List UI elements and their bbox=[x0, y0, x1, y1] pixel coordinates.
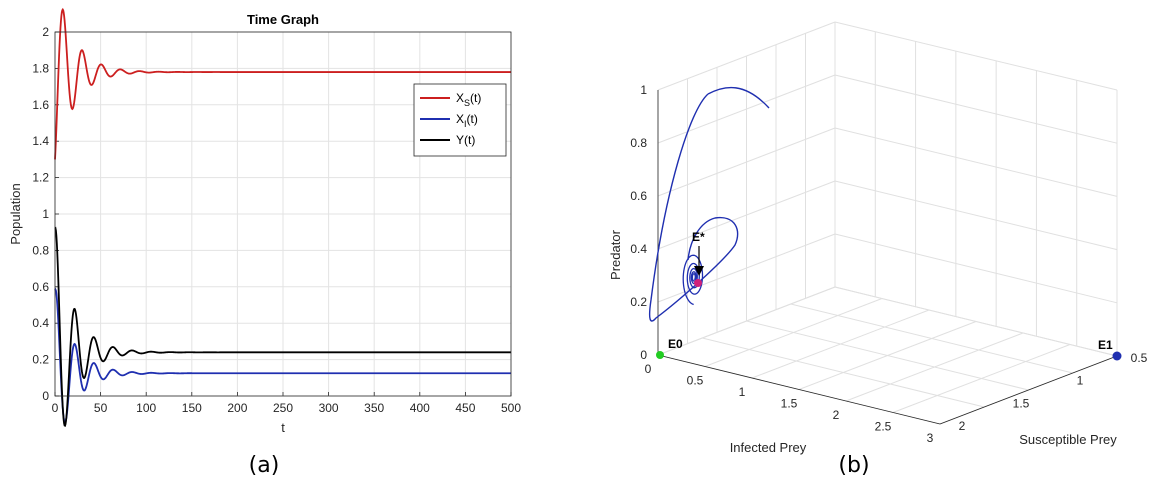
y-tick-label: 1.8 bbox=[32, 61, 49, 75]
x-tick-label: 200 bbox=[227, 401, 247, 415]
legend: XS(t)XI(t)Y(t) bbox=[413, 83, 507, 157]
phase-portrait-panel: 0 0.2 0.4 0.6 0.8 1 0 0.5 1 1.5 2 2.5 3 0.5 1 1.5 2 Pred… bbox=[608, 21, 1148, 478]
x-tick-label-3d: 0 bbox=[645, 362, 652, 376]
legend-label: XS(t) bbox=[456, 91, 481, 108]
legend-label: XI(t) bbox=[456, 112, 478, 129]
legend-base: X bbox=[456, 91, 464, 105]
tick-labels: 0 50 100 150 200 250 300 350 400 450 500 0 0.2 0.4 0.6… bbox=[32, 25, 521, 415]
x-tick-label-3d: 3 bbox=[927, 431, 934, 445]
grid-line bbox=[790, 303, 1073, 374]
x-tick-label-3d: 1.5 bbox=[781, 397, 798, 411]
z-tick-label: 0.6 bbox=[630, 189, 647, 203]
y-axis-label-3d: Susceptible Prey bbox=[1019, 432, 1117, 447]
trajectory-spiral bbox=[682, 254, 704, 306]
z-axis-label: Predator bbox=[608, 229, 623, 280]
caption-b: (b) bbox=[838, 453, 869, 478]
y-tick-label-3d: 1.5 bbox=[1013, 396, 1030, 410]
z-tick-label: 0.4 bbox=[630, 242, 647, 256]
chart-title: Time Graph bbox=[247, 12, 319, 27]
x-tick-label: 400 bbox=[410, 401, 430, 415]
z-tick-label: 0.2 bbox=[630, 295, 647, 309]
x-tick-label: 500 bbox=[501, 401, 521, 415]
y-tick-label: 1.4 bbox=[32, 134, 49, 148]
grid-line bbox=[834, 21, 1118, 91]
arrow-head-icon bbox=[694, 266, 704, 276]
grid-line bbox=[939, 355, 1118, 425]
grid-line bbox=[834, 286, 1118, 357]
3d-grid bbox=[657, 21, 1118, 425]
e0-point bbox=[656, 351, 664, 359]
x-tick-label-3d: 2 bbox=[833, 408, 840, 422]
z-tick-label: 0.8 bbox=[630, 136, 647, 150]
grid-line bbox=[834, 74, 1118, 144]
y-axis-label: Population bbox=[8, 183, 23, 244]
e1-point bbox=[1112, 351, 1122, 361]
legend-suffix: (t) bbox=[470, 91, 481, 105]
trajectory bbox=[648, 86, 770, 322]
y-tick-label: 0.6 bbox=[32, 280, 49, 294]
x-tick-label-3d: 1 bbox=[739, 385, 746, 399]
equilibrium-points: E0 E1 E* bbox=[656, 230, 1122, 361]
series-lines bbox=[54, 7, 511, 427]
x-tick-label: 100 bbox=[136, 401, 156, 415]
y-tick-label: 1.6 bbox=[32, 98, 49, 112]
y-tick-label: 0.2 bbox=[32, 353, 49, 367]
z-tick-label: 1 bbox=[640, 83, 647, 97]
x-tick-label-3d: 0.5 bbox=[687, 374, 704, 388]
series-line bbox=[54, 226, 511, 427]
y-tick-label: 1 bbox=[42, 207, 49, 221]
trajectory-path bbox=[648, 93, 739, 322]
y-tick-label-3d: 0.5 bbox=[1131, 351, 1148, 365]
series-line bbox=[54, 7, 511, 160]
z-tick-label: 0 bbox=[640, 348, 647, 362]
e-star-point bbox=[694, 279, 702, 287]
legend-base: X bbox=[456, 112, 464, 126]
y-tick-label: 1.2 bbox=[32, 171, 49, 185]
grid bbox=[54, 31, 512, 397]
y-tick-label: 2 bbox=[42, 25, 49, 39]
series-line bbox=[54, 287, 511, 425]
grid-line bbox=[746, 320, 1029, 391]
x-tick-label: 0 bbox=[52, 401, 59, 415]
legend-suffix: (t) bbox=[467, 112, 478, 126]
caption-a: (a) bbox=[249, 453, 280, 478]
legend-subscript: I bbox=[464, 119, 467, 129]
grid-line bbox=[657, 354, 941, 425]
y-tick-label: 0.8 bbox=[32, 243, 49, 257]
plot-frame bbox=[54, 31, 512, 397]
y-tick-label-3d: 1 bbox=[1077, 374, 1084, 388]
e0-label: E0 bbox=[668, 337, 683, 351]
e-star-label: E* bbox=[692, 230, 705, 244]
legend-base: Y(t) bbox=[456, 133, 475, 147]
x-tick-label: 50 bbox=[94, 401, 108, 415]
x-tick-label: 450 bbox=[455, 401, 475, 415]
trajectory-path bbox=[707, 86, 770, 109]
3d-tick-labels: 0 0.2 0.4 0.6 0.8 1 0 0.5 1 1.5 2 2.5 3 0.5 1 1.5 2 bbox=[630, 83, 1147, 445]
y-tick-label: 0 bbox=[42, 389, 49, 403]
e1-label: E1 bbox=[1098, 338, 1113, 352]
grid-line bbox=[834, 180, 1118, 251]
x-tick-label: 250 bbox=[273, 401, 293, 415]
time-graph-panel: 0 50 100 150 200 250 300 350 400 450 500 0 0.2 0.4 0.6… bbox=[8, 7, 521, 478]
x-tick-label: 350 bbox=[364, 401, 384, 415]
y-tick-label-3d: 2 bbox=[959, 419, 966, 433]
y-tick-label: 0.4 bbox=[32, 316, 49, 330]
x-tick-label-3d: 2.5 bbox=[875, 420, 892, 434]
legend-label: Y(t) bbox=[456, 133, 475, 147]
grid-line bbox=[834, 233, 1118, 304]
x-tick-label: 300 bbox=[319, 401, 339, 415]
grid-line bbox=[834, 127, 1118, 197]
legend-subscript: S bbox=[464, 98, 470, 108]
grid-line bbox=[702, 337, 985, 408]
x-tick-label: 150 bbox=[182, 401, 202, 415]
x-axis-label-3d: Infected Prey bbox=[730, 440, 807, 455]
x-axis-label: t bbox=[281, 420, 285, 435]
